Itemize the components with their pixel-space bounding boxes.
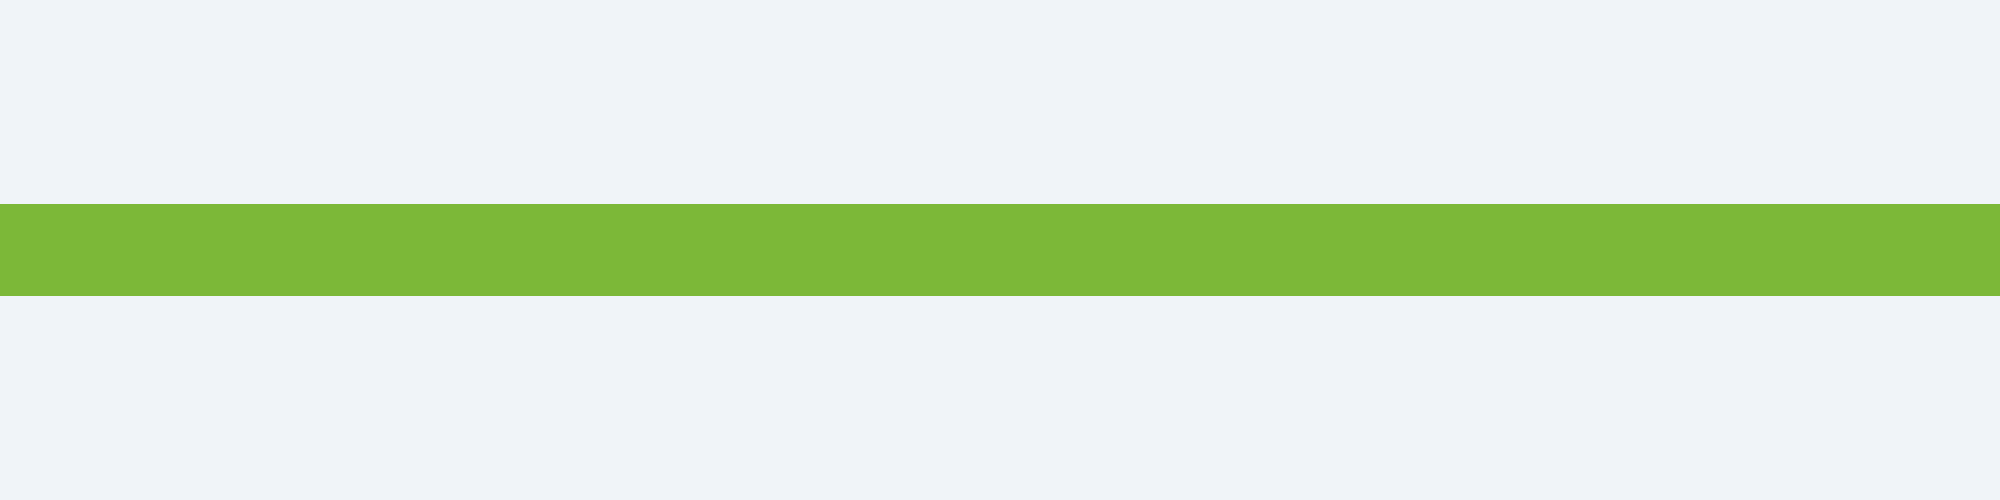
progress-bar [0, 204, 2000, 296]
progress-bar-fill [0, 204, 2000, 296]
